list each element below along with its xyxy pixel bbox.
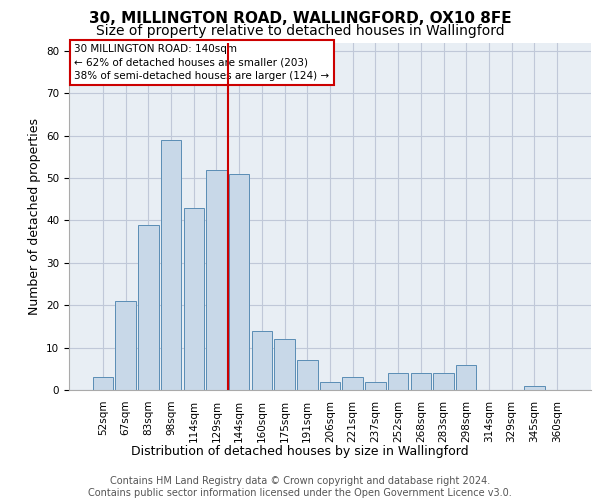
Bar [388,373,409,390]
Bar [524,386,545,390]
Bar [365,382,386,390]
Bar [297,360,317,390]
Bar [320,382,340,390]
Text: 30 MILLINGTON ROAD: 140sqm
← 62% of detached houses are smaller (203)
38% of sem: 30 MILLINGTON ROAD: 140sqm ← 62% of deta… [74,44,329,80]
Bar [410,373,431,390]
Text: Distribution of detached houses by size in Wallingford: Distribution of detached houses by size … [131,444,469,458]
Bar [161,140,181,390]
Y-axis label: Number of detached properties: Number of detached properties [28,118,41,315]
Bar [433,373,454,390]
Text: Contains HM Land Registry data © Crown copyright and database right 2024.
Contai: Contains HM Land Registry data © Crown c… [88,476,512,498]
Bar [456,364,476,390]
Text: 30, MILLINGTON ROAD, WALLINGFORD, OX10 8FE: 30, MILLINGTON ROAD, WALLINGFORD, OX10 8… [89,11,511,26]
Text: Size of property relative to detached houses in Wallingford: Size of property relative to detached ho… [95,24,505,38]
Bar [206,170,227,390]
Bar [274,339,295,390]
Bar [115,301,136,390]
Bar [138,224,158,390]
Bar [93,378,113,390]
Bar [184,208,204,390]
Bar [251,330,272,390]
Bar [343,378,363,390]
Bar [229,174,250,390]
